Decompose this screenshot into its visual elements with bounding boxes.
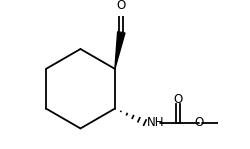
Text: O: O [193, 116, 202, 129]
Polygon shape [114, 32, 124, 69]
Text: O: O [173, 93, 182, 106]
Text: NH: NH [146, 116, 164, 129]
Text: O: O [116, 0, 126, 12]
